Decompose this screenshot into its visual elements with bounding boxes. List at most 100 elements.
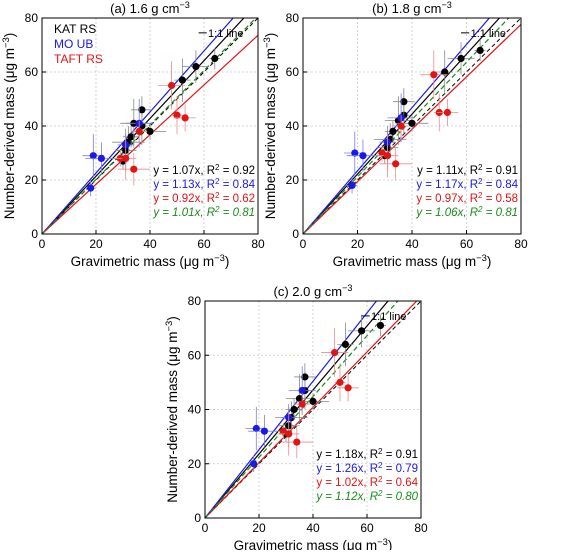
x-tick-label: 20 xyxy=(351,237,365,251)
data-point xyxy=(341,340,349,348)
x-tick-label: 60 xyxy=(360,521,374,535)
data-point xyxy=(293,438,301,446)
y-axis-label: Number-derived mass (μg m−3) xyxy=(164,316,181,503)
x-tick-label: 0 xyxy=(300,237,307,251)
x-tick-label: 80 xyxy=(414,521,428,535)
legend-item: TAFT RS xyxy=(54,52,103,66)
y-tick-label: 60 xyxy=(25,65,39,79)
data-point xyxy=(168,81,176,90)
data-point xyxy=(250,460,258,468)
fit-equation: y = 1.17x, R2 = 0.84 xyxy=(416,177,518,192)
panel-title: (c) 2.0 g cm−3 xyxy=(274,283,353,299)
data-point xyxy=(298,386,306,395)
data-point xyxy=(443,108,452,117)
data-point xyxy=(408,119,416,127)
fit-equation: y = 1.07x, R2 = 0.92 xyxy=(153,163,255,178)
data-point xyxy=(383,152,392,160)
data-point xyxy=(457,54,465,63)
series-taft-rs xyxy=(277,328,359,459)
data-point xyxy=(359,152,367,160)
x-tick-label: 0 xyxy=(202,521,209,535)
data-point xyxy=(476,46,484,55)
data-point xyxy=(178,76,186,84)
x-tick-label: 40 xyxy=(405,237,419,251)
fit-equation: y = 0.92x, R2 = 0.62 xyxy=(153,191,255,206)
series-mo-ub xyxy=(82,99,153,197)
data-point xyxy=(376,321,385,330)
y-tick-label: 40 xyxy=(286,119,300,133)
x-tick-label: 40 xyxy=(306,521,320,535)
x-axis-label: Gravimetric mass (μg m−3) xyxy=(333,253,492,270)
data-point xyxy=(348,181,356,189)
y-tick-label: 40 xyxy=(188,403,202,417)
data-point xyxy=(138,106,146,114)
fit-equation: y = 1.26x, R2 = 0.79 xyxy=(316,461,418,476)
data-point xyxy=(441,68,449,76)
data-point xyxy=(211,54,219,63)
one-to-one-label: 1:1 line xyxy=(371,311,406,323)
data-point xyxy=(358,327,366,335)
data-point xyxy=(135,127,143,135)
x-tick-label: 20 xyxy=(89,237,103,251)
y-tick-label: 80 xyxy=(286,11,300,25)
data-point xyxy=(87,184,95,192)
fit-equation: y = 1.18x, R2 = 0.91 xyxy=(316,447,418,462)
data-point xyxy=(192,63,200,71)
data-point xyxy=(298,400,306,408)
data-point xyxy=(279,427,287,435)
series-kat-rs xyxy=(275,314,386,448)
y-tick-label: 0 xyxy=(31,227,38,241)
data-point xyxy=(344,384,352,392)
series-taft-rs xyxy=(376,50,459,180)
legend-item: MO UB xyxy=(54,37,93,51)
data-point xyxy=(173,111,181,119)
data-point xyxy=(301,373,309,381)
data-point xyxy=(252,424,260,433)
data-point xyxy=(400,98,408,106)
data-point xyxy=(331,348,339,357)
one-to-one-label: 1:1 line xyxy=(208,28,243,40)
data-point xyxy=(378,149,386,157)
data-point xyxy=(397,122,405,130)
fit-equation: y = 0.97x, R2 = 0.58 xyxy=(416,191,518,206)
x-axis-label: Gravimetric mass (μg m−3) xyxy=(234,537,393,551)
data-point xyxy=(89,152,97,160)
y-tick-label: 0 xyxy=(194,511,201,525)
y-tick-label: 20 xyxy=(25,173,39,187)
data-point xyxy=(392,160,400,168)
y-tick-label: 60 xyxy=(188,348,202,362)
series-taft-rs xyxy=(114,61,196,186)
data-point xyxy=(130,165,138,173)
data-point xyxy=(290,405,298,414)
fit-equation: y = 1.01x, R2 = 0.81 xyxy=(152,205,255,220)
chart-panel-c: (c) 2.0 g cm−3 0 20 40 60 80 0 20 40 60 80 Gravimet… xyxy=(164,283,428,553)
y-tick-label: 0 xyxy=(292,227,299,241)
chart-panel-a: (a) 1.6 g cm−3 0 20 40 60 80 0 20 40 60 80 Gravimet… xyxy=(1,0,265,269)
chart-panel-b: (b) 1.8 g cm−3 0 20 40 60 80 0 20 40 60 80 Gravimet… xyxy=(262,0,528,269)
one-to-one-label: 1:1 line xyxy=(471,28,506,40)
fit-line-all xyxy=(303,18,510,234)
fit-line-all xyxy=(42,18,257,234)
data-point xyxy=(430,71,438,79)
x-tick-label: 80 xyxy=(251,237,265,251)
data-point xyxy=(295,395,304,403)
data-point xyxy=(351,149,359,157)
data-point xyxy=(309,397,317,405)
x-tick-label: 20 xyxy=(252,521,266,535)
data-point xyxy=(146,127,154,135)
data-point xyxy=(285,430,293,438)
fit-equation: y = 1.06x, R2 = 0.81 xyxy=(415,205,518,220)
data-point xyxy=(336,378,344,386)
panel-title: (a) 1.6 g cm−3 xyxy=(110,0,190,16)
data-point xyxy=(389,127,397,135)
fit-equation: y = 1.11x, R2 = 0.91 xyxy=(417,163,518,178)
y-tick-label: 20 xyxy=(188,457,202,471)
data-point xyxy=(181,114,189,122)
data-point xyxy=(122,154,130,162)
fit-equation: y = 1.12x, R2 = 0.80 xyxy=(315,489,418,504)
x-tick-label: 60 xyxy=(460,237,474,251)
y-tick-label: 80 xyxy=(25,11,39,25)
y-axis-label: Number-derived mass (μg m−3) xyxy=(262,33,279,220)
